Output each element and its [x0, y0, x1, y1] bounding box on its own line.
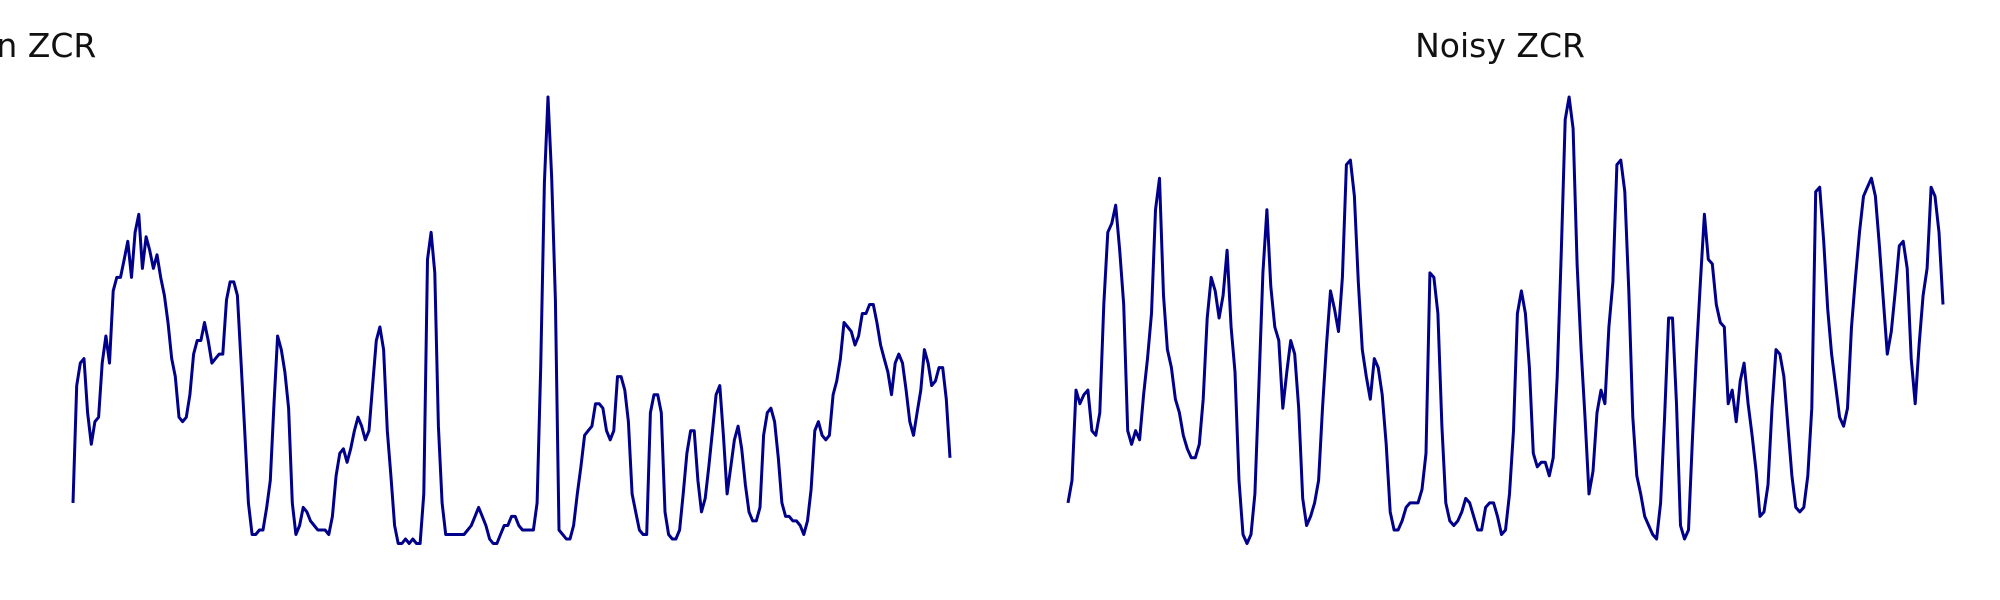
clean-zcr-panel: Clean ZCR — [0, 26, 952, 545]
noisy-zcr-panel: Noisy ZCR — [1000, 0, 2000, 600]
noisy-zcr-plot — [1066, 95, 1945, 545]
clean-zcr-plot — [71, 95, 952, 545]
clean-zcr-title: Clean ZCR — [0, 26, 97, 65]
noisy-zcr-series-line — [1066, 95, 1945, 545]
noisy-zcr-title: Noisy ZCR — [1415, 26, 1585, 65]
clean-zcr-series-line — [71, 95, 952, 545]
